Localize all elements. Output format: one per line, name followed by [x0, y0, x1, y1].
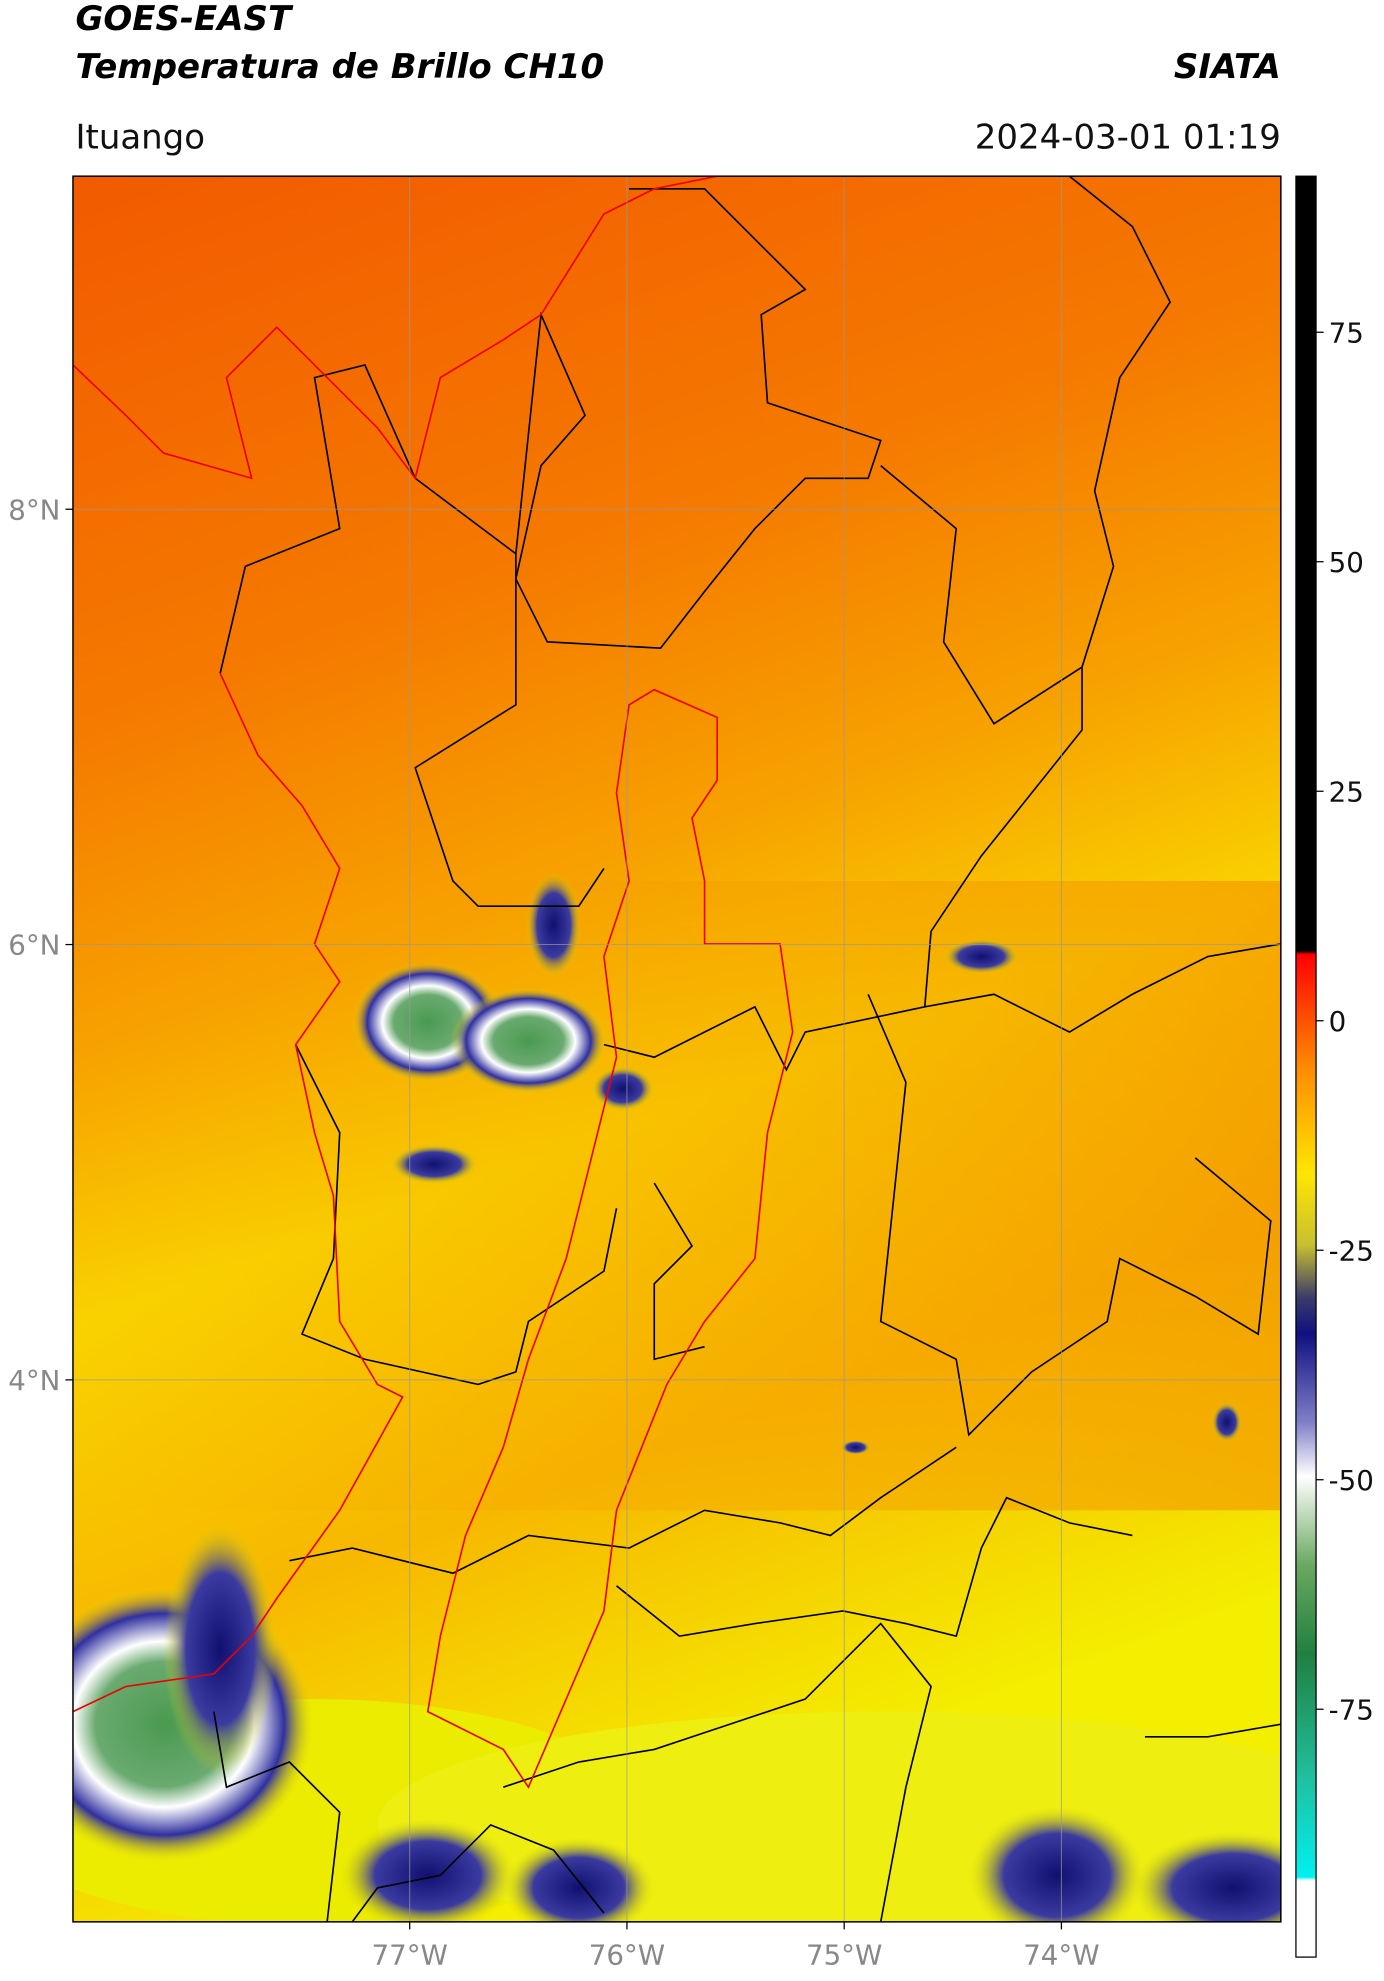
colorbar-tick-label: -75 [1329, 1693, 1374, 1726]
colorbar-tick-label: -25 [1329, 1234, 1374, 1267]
colorbar [1295, 175, 1317, 1958]
location: Ituango [75, 118, 205, 158]
credit: SIATA [1174, 47, 1281, 87]
grid [72, 176, 1281, 1922]
map-image [72, 176, 1281, 1922]
y-tick-label: 6°N [8, 929, 60, 962]
colorbar-tick-label: 25 [1329, 775, 1364, 808]
x-tick-label: 77°W [371, 1939, 447, 1972]
y-tick-label: 8°N [8, 493, 60, 526]
datetime: 2024-03-01 01:19 [975, 118, 1281, 158]
x-tick-label: 76°W [589, 1939, 665, 1972]
subtitle: Temperatura de Brillo CH10 [75, 47, 604, 87]
x-tick-label: 74°W [1023, 1939, 1099, 1972]
x-tick-label: 75°W [806, 1939, 882, 1972]
map-frame [72, 175, 1282, 1923]
colorbar-tick-label: 0 [1329, 1005, 1347, 1038]
y-tick-label: 4°N [8, 1364, 60, 1397]
title: GOES-EAST [75, 0, 293, 39]
colorbar-tick-label: 50 [1329, 546, 1364, 579]
colorbar-tick-label: -50 [1329, 1464, 1374, 1497]
colorbar-tick-label: 75 [1329, 316, 1364, 349]
